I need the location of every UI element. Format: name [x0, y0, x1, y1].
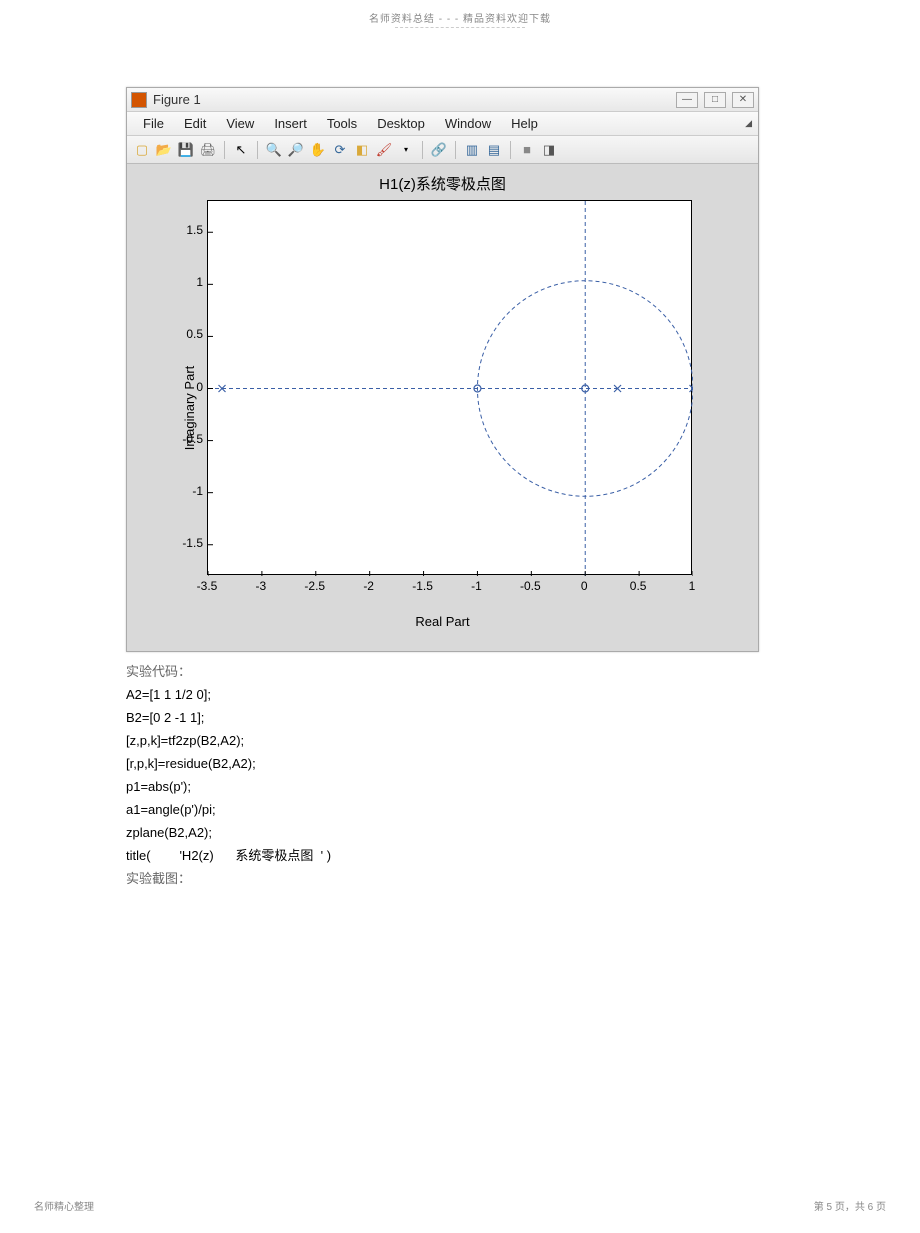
- print-icon[interactable]: 🖨: [199, 141, 217, 159]
- toolbar-separator: [224, 141, 225, 159]
- zoom-in-icon[interactable]: 🔍: [265, 141, 283, 159]
- figure-window: Figure 1 — □ ✕ File Edit View Insert Too…: [126, 87, 759, 652]
- code-line: B2=[0 2 -1 1];: [126, 706, 759, 729]
- x-tick: -1: [464, 579, 488, 593]
- pan-icon[interactable]: ✋: [309, 141, 327, 159]
- legend-icon[interactable]: ▤: [485, 141, 503, 159]
- x-tick: 0.5: [626, 579, 650, 593]
- y-tick: 0: [175, 380, 203, 394]
- menu-desktop[interactable]: Desktop: [367, 116, 435, 131]
- window-title: Figure 1: [153, 92, 676, 107]
- toolbar-separator: [257, 141, 258, 159]
- menu-help[interactable]: Help: [501, 116, 548, 131]
- new-icon[interactable]: ▢: [133, 141, 151, 159]
- y-tick: 1.5: [175, 223, 203, 237]
- menu-bar: File Edit View Insert Tools Desktop Wind…: [127, 112, 758, 136]
- menu-chevron-icon[interactable]: ◢: [745, 118, 752, 129]
- titlebar[interactable]: Figure 1 — □ ✕: [127, 88, 758, 112]
- minimize-button[interactable]: —: [676, 92, 698, 108]
- x-tick: -0.5: [518, 579, 542, 593]
- colorbar-icon[interactable]: ▥: [463, 141, 481, 159]
- x-tick: -2.5: [303, 579, 327, 593]
- menu-edit[interactable]: Edit: [174, 116, 216, 131]
- header-underline: [395, 27, 525, 28]
- save-icon[interactable]: 💾: [177, 141, 195, 159]
- code-line: a1=angle(p')/pi;: [126, 798, 759, 821]
- x-tick: -3.5: [195, 579, 219, 593]
- x-tick: 1: [680, 579, 704, 593]
- header-text: 名师资料总结 - - - 精品资料欢迎下载: [369, 14, 551, 25]
- menu-view[interactable]: View: [216, 116, 264, 131]
- menu-window[interactable]: Window: [435, 116, 501, 131]
- open-icon[interactable]: 📂: [155, 141, 173, 159]
- chart-title: H1(z)系统零极点图: [127, 173, 758, 194]
- code-line: [z,p,k]=tf2zp(B2,A2);: [126, 729, 759, 752]
- data-cursor-icon[interactable]: ◧: [353, 141, 371, 159]
- toolbar: ▢ 📂 💾 🖨 ↖ 🔍 🔎 ✋ ⟳ ◧ 🖌 ▾ 🔗 ▥ ▤ ■ ◨: [127, 136, 758, 164]
- menu-tools[interactable]: Tools: [317, 116, 367, 131]
- code-line: [r,p,k]=residue(B2,A2);: [126, 752, 759, 775]
- pointer-icon[interactable]: ↖: [232, 141, 250, 159]
- y-tick: 1: [175, 275, 203, 289]
- code-heading: 实验代码：: [126, 660, 759, 683]
- code-block: 实验代码： A2=[1 1 1/2 0]; B2=[0 2 -1 1]; [z,…: [126, 660, 759, 890]
- y-tick: -1: [175, 484, 203, 498]
- close-button[interactable]: ✕: [732, 92, 754, 108]
- code-line: title( 'H2(z) 系统零极点图 ' ): [126, 844, 759, 867]
- brush-icon[interactable]: 🖌: [375, 141, 393, 159]
- brush-dropdown-icon[interactable]: ▾: [397, 141, 415, 159]
- screenshot-heading: 实验截图：: [126, 867, 759, 890]
- menu-insert[interactable]: Insert: [264, 116, 317, 131]
- hide-tools-icon[interactable]: ■: [518, 141, 536, 159]
- x-tick: -1.5: [411, 579, 435, 593]
- code-line: zplane(B2,A2);: [126, 821, 759, 844]
- x-tick: 0: [572, 579, 596, 593]
- matlab-figure-icon: [131, 92, 147, 108]
- code-line: A2=[1 1 1/2 0];: [126, 683, 759, 706]
- y-tick: -0.5: [175, 432, 203, 446]
- chart-canvas: [208, 201, 693, 576]
- plot-area: H1(z)系统零极点图 Imaginary Part Real Part -3.…: [127, 165, 758, 651]
- x-tick: -3: [249, 579, 273, 593]
- code-line: p1=abs(p');: [126, 775, 759, 798]
- toolbar-separator: [510, 141, 511, 159]
- footer-right: 第 5 页，共 6 页: [814, 1198, 886, 1213]
- maximize-button[interactable]: □: [704, 92, 726, 108]
- rotate-icon[interactable]: ⟳: [331, 141, 349, 159]
- x-tick: -2: [357, 579, 381, 593]
- page-header: 名师资料总结 - - - 精品资料欢迎下载: [0, 0, 920, 28]
- menu-file[interactable]: File: [133, 116, 174, 131]
- window-controls: — □ ✕: [676, 92, 754, 108]
- zoom-out-icon[interactable]: 🔎: [287, 141, 305, 159]
- link-icon[interactable]: 🔗: [430, 141, 448, 159]
- axes-box: [207, 200, 692, 575]
- footer-left: 名师精心整理: [34, 1198, 94, 1213]
- y-tick: 0.5: [175, 327, 203, 341]
- dock-icon[interactable]: ◨: [540, 141, 558, 159]
- y-tick: -1.5: [175, 536, 203, 550]
- x-axis-label: Real Part: [415, 614, 469, 629]
- toolbar-separator: [455, 141, 456, 159]
- toolbar-separator: [422, 141, 423, 159]
